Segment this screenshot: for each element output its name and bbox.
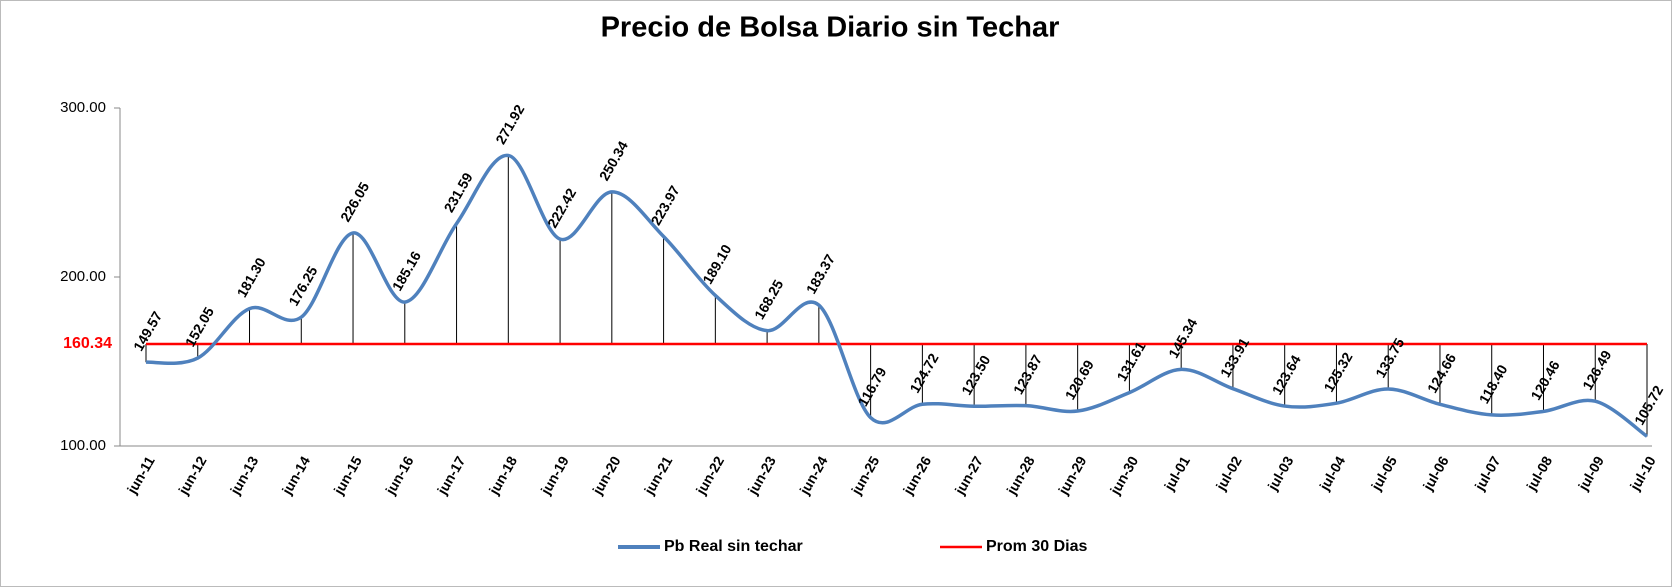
legend-label: Pb Real sin techar — [664, 538, 803, 555]
series-line — [145, 153, 1649, 438]
y-tick-label: 200.00 — [60, 268, 106, 285]
chart-title: Precio de Bolsa Diario sin Techar — [601, 12, 1060, 44]
y-tick-label: 100.00 — [60, 437, 106, 454]
legend-label: Prom 30 Dias — [986, 538, 1087, 555]
y-tick-label: 300.00 — [60, 99, 106, 116]
reference-label: 160.34 — [63, 335, 112, 352]
